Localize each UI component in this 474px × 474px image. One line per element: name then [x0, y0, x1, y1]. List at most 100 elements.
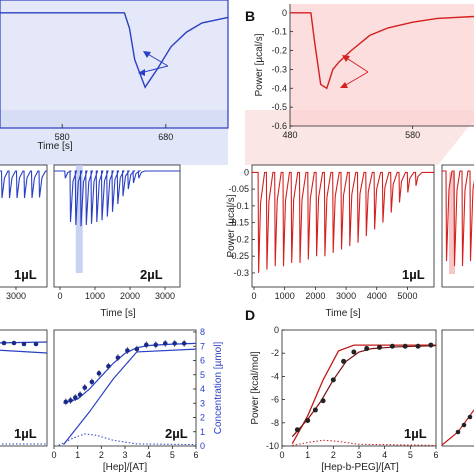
plot-frame — [441, 164, 474, 288]
yaxis-right-tick-label: 0 — [200, 441, 205, 451]
panel-d-binding: D 0 1 2 3 4 5 6 0 -2 -4 -6 -8 -10 1µL [Hep-b-PEG]/[AT] P… — [245, 307, 439, 473]
dotted-line — [292, 439, 437, 446]
yaxis-right-tick-label: 5 — [200, 370, 205, 380]
data-point — [364, 346, 370, 352]
data-point — [82, 385, 88, 390]
yaxis-tick-label: 0 — [274, 325, 279, 335]
xaxis-tick-label: 2 — [331, 450, 336, 460]
xaxis-tick-label: 4 — [382, 450, 387, 460]
xaxis-tick-label: 2000 — [120, 291, 140, 301]
arrow-upper-head — [342, 55, 350, 62]
panel-b-partial — [441, 164, 474, 288]
data-point — [11, 340, 17, 346]
yaxis-label: Power [µcal/s] — [254, 33, 265, 96]
thermogram-line — [442, 170, 474, 267]
xaxis-tick-label: 5 — [408, 450, 413, 460]
data-point — [461, 422, 467, 428]
arrow-lower — [145, 52, 169, 67]
xaxis-tick-label: 3 — [122, 450, 127, 460]
data-point — [1, 340, 7, 346]
thermogram-line — [0, 170, 47, 199]
data-point — [162, 341, 168, 346]
arrow-lower — [343, 71, 369, 87]
yaxis-right-tick-label: 2 — [200, 413, 205, 423]
xaxis-tick-label: 2000 — [305, 291, 325, 301]
data-point — [73, 395, 78, 400]
xaxis-tick-label: 580 — [55, 132, 70, 142]
fit-line — [63, 342, 197, 404]
xaxis-label: [Hep-b-PEG]/[AT] — [321, 462, 399, 473]
data-point — [33, 341, 39, 347]
fit-line — [291, 345, 437, 438]
arrow-upper-head — [138, 69, 145, 76]
plot-frame — [0, 164, 48, 288]
data-point — [294, 427, 300, 433]
thermogram-line — [252, 171, 434, 273]
yaxis-tick-label: -0.4 — [271, 83, 287, 93]
yaxis-tick-label: -0.3 — [271, 64, 287, 74]
xaxis-tick-label: 1000 — [85, 291, 105, 301]
panel-label: B — [245, 8, 255, 24]
xaxis-label: [Hep]/[AT] — [103, 462, 147, 473]
yaxis-tick-label: -4 — [271, 371, 279, 381]
volume-annotation: 2µL — [140, 267, 163, 282]
zoom-window-shade — [290, 4, 474, 126]
plot-frame — [441, 329, 474, 447]
data-point — [402, 343, 408, 349]
arrow-lower-head — [340, 82, 348, 88]
xaxis-tick-label: 6 — [193, 450, 198, 460]
data-point — [21, 341, 27, 347]
yaxis-tick-label: -0.05 — [228, 184, 249, 194]
data-point — [181, 341, 187, 346]
data-point — [428, 342, 434, 348]
linear-line — [0, 349, 48, 354]
panel-c-partial: 1µL — [0, 329, 48, 447]
xaxis-tick-label: 0 — [251, 291, 256, 301]
data-point — [77, 392, 83, 398]
xaxis-tick-label: 3000 — [155, 291, 175, 301]
yaxis-tick-label: -0.25 — [228, 251, 249, 261]
yaxis-right-tick-label: 4 — [200, 384, 205, 394]
panel-a-binding: 0 1 2 3 4 5 60123456782µL[Hep]/[AT]Concentrati… — [51, 327, 224, 473]
arrow-lower-head — [143, 51, 151, 58]
volume-annotation: 1µL — [404, 426, 427, 441]
yaxis-tick-label: -0.15 — [228, 218, 249, 228]
fit-line-2 — [291, 344, 436, 445]
xaxis-tick-label: 2 — [99, 450, 104, 460]
xaxis-tick-label: 580 — [405, 130, 420, 140]
xaxis-tick-label: 1 — [305, 450, 310, 460]
data-point — [153, 342, 159, 348]
data-point — [144, 342, 149, 348]
yaxis-tick-label: -2 — [271, 348, 279, 358]
yaxis-label: Power [kcal/mol] — [250, 351, 261, 425]
panel-label: D — [245, 307, 255, 323]
data-point — [330, 377, 336, 383]
data-point — [96, 371, 102, 376]
panel-d-partial — [441, 329, 474, 447]
yaxis-tick-label: -8 — [271, 418, 279, 428]
data-point — [89, 379, 95, 385]
data-point — [68, 398, 73, 403]
yaxis-right-tick-label: 6 — [200, 356, 205, 366]
linear-line — [63, 348, 197, 445]
dotted-line — [58, 433, 197, 446]
zoom-window-shade — [0, 0, 228, 128]
data-point — [312, 407, 318, 413]
xaxis-tick-label: 480 — [282, 130, 297, 140]
yaxis-tick-label: -0.2 — [233, 234, 249, 244]
xaxis-tick-label: 1000 — [275, 291, 295, 301]
volume-annotation: 2µL — [165, 426, 188, 441]
data-point — [320, 398, 326, 404]
yaxis-tick-label: 0 — [244, 167, 249, 177]
yaxis-tick-label: -0.3 — [233, 268, 249, 278]
yaxis-tick-label: 0 — [282, 8, 287, 18]
xaxis-label: Time [s] — [325, 308, 360, 319]
panel-a-1ul: 1µL 3000 — [0, 164, 48, 301]
xaxis-tick-label: 0 — [57, 291, 62, 301]
plot-frame — [0, 329, 48, 447]
xaxis-tick-label: 4000 — [367, 291, 387, 301]
yaxis-tick-label: -6 — [271, 395, 279, 405]
xaxis-tick-label: 680 — [158, 132, 173, 142]
data-point — [134, 346, 140, 352]
